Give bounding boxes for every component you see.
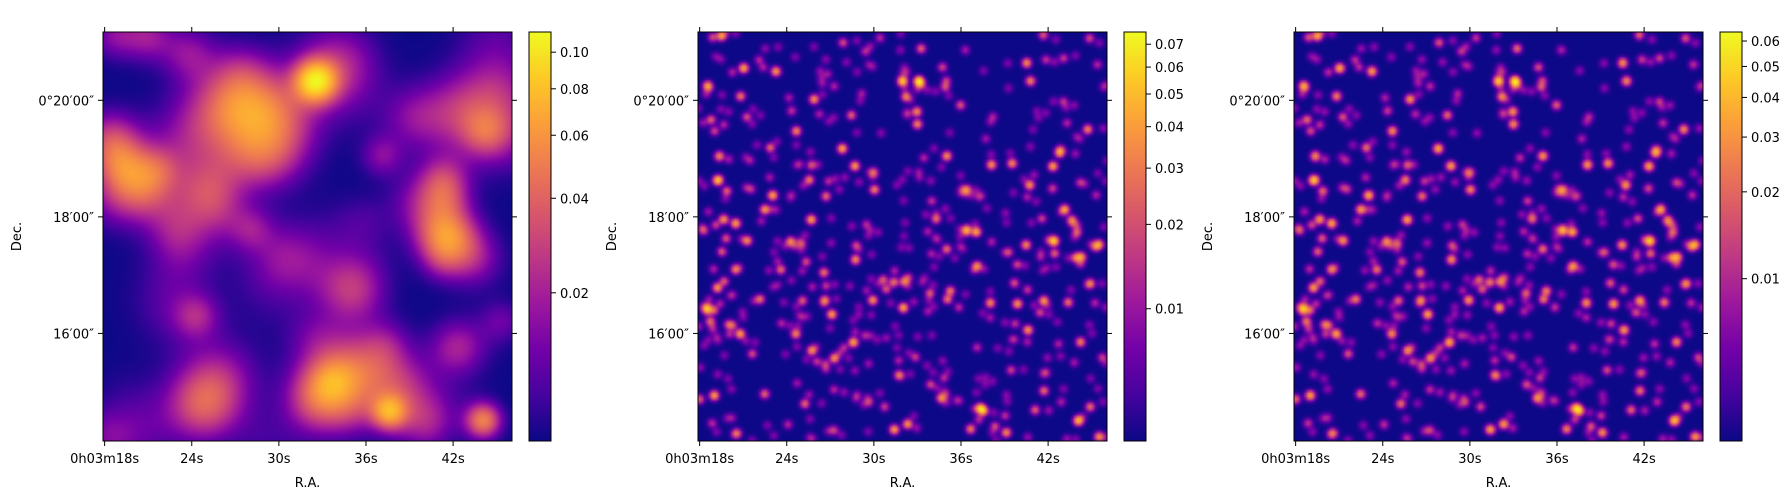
x-tick-label: 0h03m18s: [70, 452, 139, 467]
colorbar-tick-label: 0.06: [1751, 35, 1780, 50]
colorbar-frame: [1719, 31, 1743, 442]
x-axis-label: R.A.: [295, 476, 321, 491]
axes-frame: [697, 31, 1108, 442]
colorbar: 0.01 0.02 0.03 0.04 0.05 0.06 0.07: [1123, 31, 1184, 442]
colorbar-tick-label: 0.01: [1751, 273, 1780, 288]
colorbar-frame: [528, 31, 552, 442]
x-tick-label: 42s: [1036, 452, 1060, 467]
y-tick-label: 18′00″: [53, 211, 94, 226]
y-axis-label: Dec.: [1201, 222, 1216, 251]
colorbar-frame: [1123, 31, 1147, 442]
x-tick-label: 42s: [441, 452, 465, 467]
x-tick-label: 42s: [1632, 452, 1656, 467]
colorbar-gradient: [529, 32, 551, 441]
colorbar-tick-label: 0.05: [1155, 88, 1184, 103]
x-tick-label: 24s: [775, 452, 799, 467]
y-axis-label: Dec.: [605, 222, 620, 251]
colorbar-tick-label: 0.02: [560, 287, 589, 302]
panel-3: 0h03m18s 24s 30s 36s 42s 0°20′00″ 18′00″ 16′00″…: [1201, 27, 1780, 491]
x-tick-label: 0h03m18s: [665, 452, 734, 467]
colorbar-tick-label: 0.08: [560, 83, 589, 98]
y-tick-label: 16′00″: [1244, 327, 1285, 342]
x-tick-label: 0h03m18s: [1261, 452, 1330, 467]
heatmap-image: [1294, 32, 1703, 441]
y-tick-label: 18′00″: [1244, 211, 1285, 226]
x-tick-label: 24s: [180, 452, 204, 467]
colorbar-tick-label: 0.01: [1155, 303, 1184, 318]
colorbar-tick-label: 0.06: [1155, 61, 1184, 76]
y-tick-label: 0°20′00″: [633, 94, 689, 109]
colorbar-tick-label: 0.06: [560, 129, 589, 144]
x-tick-label: 30s: [1458, 452, 1482, 467]
x-axis-label: R.A.: [890, 476, 916, 491]
x-tick-label: 36s: [354, 452, 378, 467]
x-tick-label: 24s: [1371, 452, 1395, 467]
colorbar-tick-label: 0.03: [1155, 162, 1184, 177]
y-tick-label: 0°20′00″: [38, 94, 94, 109]
colorbar-tick-label: 0.07: [1155, 38, 1184, 53]
colorbar-tick-label: 0.05: [1751, 60, 1780, 75]
colorbar-gradient: [1720, 32, 1742, 441]
x-tick-label: 30s: [267, 452, 291, 467]
y-tick-label: 16′00″: [648, 327, 689, 342]
colorbar-tick-label: 0.04: [1155, 121, 1184, 136]
axes-frame: [1293, 31, 1704, 442]
x-tick-label: 36s: [949, 452, 973, 467]
colorbar-tick-label: 0.04: [1751, 91, 1780, 106]
colorbar: 0.02 0.04 0.06 0.08 0.10: [528, 31, 589, 442]
y-tick-label: 16′00″: [53, 327, 94, 342]
panel-2: 0h03m18s 24s 30s 36s 42s 0°20′00″ 18′00″ 16′00″…: [605, 27, 1184, 491]
colorbar-tick-label: 0.02: [1751, 186, 1780, 201]
x-tick-label: 36s: [1545, 452, 1569, 467]
y-tick-label: 0°20′00″: [1229, 94, 1285, 109]
colorbar: 0.01 0.02 0.03 0.04 0.05 0.06: [1719, 31, 1780, 442]
x-tick-label: 30s: [862, 452, 886, 467]
panel-1: 0h03m18s 24s 30s 36s 42s 0°20′00″ 18′00″ 16′00″…: [10, 27, 589, 491]
colorbar-gradient: [1124, 32, 1146, 441]
colorbar-tick-label: 0.03: [1751, 131, 1780, 146]
heatmap-image: [103, 32, 512, 441]
colorbar-tick-label: 0.02: [1155, 218, 1184, 233]
y-tick-label: 18′00″: [648, 211, 689, 226]
panels: 0h03m18s 24s 30s 36s 42s 0°20′00″ 18′00″ 16′00″…: [10, 27, 1780, 491]
axes-frame: [102, 31, 513, 442]
colorbar-tick-label: 0.10: [560, 46, 589, 61]
x-axis-label: R.A.: [1486, 476, 1512, 491]
colorbar-tick-label: 0.04: [560, 192, 589, 207]
y-axis-label: Dec.: [10, 222, 25, 251]
heatmap-image: [698, 32, 1107, 441]
